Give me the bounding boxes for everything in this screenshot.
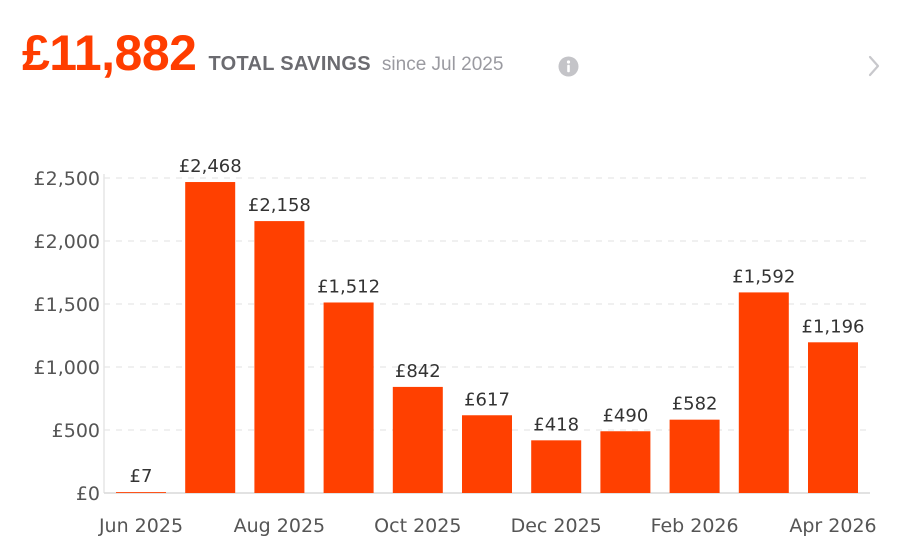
bar-value-label: £2,468 (179, 156, 242, 177)
x-tick-label: Apr 2026 (789, 515, 876, 537)
bar-value-label: £1,592 (732, 266, 795, 287)
total-savings-label: TOTAL SAVINGS (208, 53, 371, 75)
y-tick-label: £0 (76, 483, 100, 505)
bar[interactable] (669, 419, 720, 493)
x-tick-label: Feb 2026 (651, 515, 739, 537)
bar[interactable] (116, 492, 166, 493)
bar[interactable] (738, 292, 789, 493)
bar-value-label: £1,512 (317, 276, 380, 297)
y-tick-label: £500 (52, 420, 100, 442)
bar[interactable] (531, 440, 582, 493)
x-tick-label: Dec 2025 (511, 515, 602, 537)
bar-value-label: £490 (602, 405, 648, 426)
x-tick-label: Jun 2025 (98, 515, 183, 537)
bar[interactable] (462, 415, 512, 493)
bar[interactable] (600, 431, 651, 493)
savings-header: £11,882 TOTAL SAVINGS since Jul 2025 (22, 28, 503, 78)
bar[interactable] (392, 386, 443, 493)
bar-value-label: £582 (672, 394, 718, 415)
y-tick-label: £1,000 (34, 357, 100, 379)
chevron-right-icon[interactable] (866, 54, 882, 78)
bar[interactable] (254, 221, 305, 494)
total-savings-amount: £11,882 (22, 25, 197, 81)
y-tick-label: £2,500 (34, 168, 100, 190)
since-date-label: since Jul 2025 (381, 54, 504, 75)
bar-value-label: £1,196 (802, 316, 865, 337)
bar-value-label: £2,158 (248, 195, 311, 216)
x-tick-label: Oct 2025 (374, 515, 461, 537)
bar-value-label: £617 (464, 389, 510, 410)
bar[interactable] (323, 302, 374, 493)
x-tick-label: Aug 2025 (234, 515, 326, 537)
y-tick-label: £2,000 (34, 231, 100, 253)
y-tick-label: £1,500 (34, 294, 100, 316)
bar[interactable] (185, 182, 236, 494)
bar-value-label: £7 (130, 466, 153, 487)
bar-value-label: £842 (395, 361, 441, 382)
bar-value-label: £418 (533, 414, 579, 435)
info-icon[interactable] (558, 56, 579, 77)
bar[interactable] (808, 342, 858, 493)
